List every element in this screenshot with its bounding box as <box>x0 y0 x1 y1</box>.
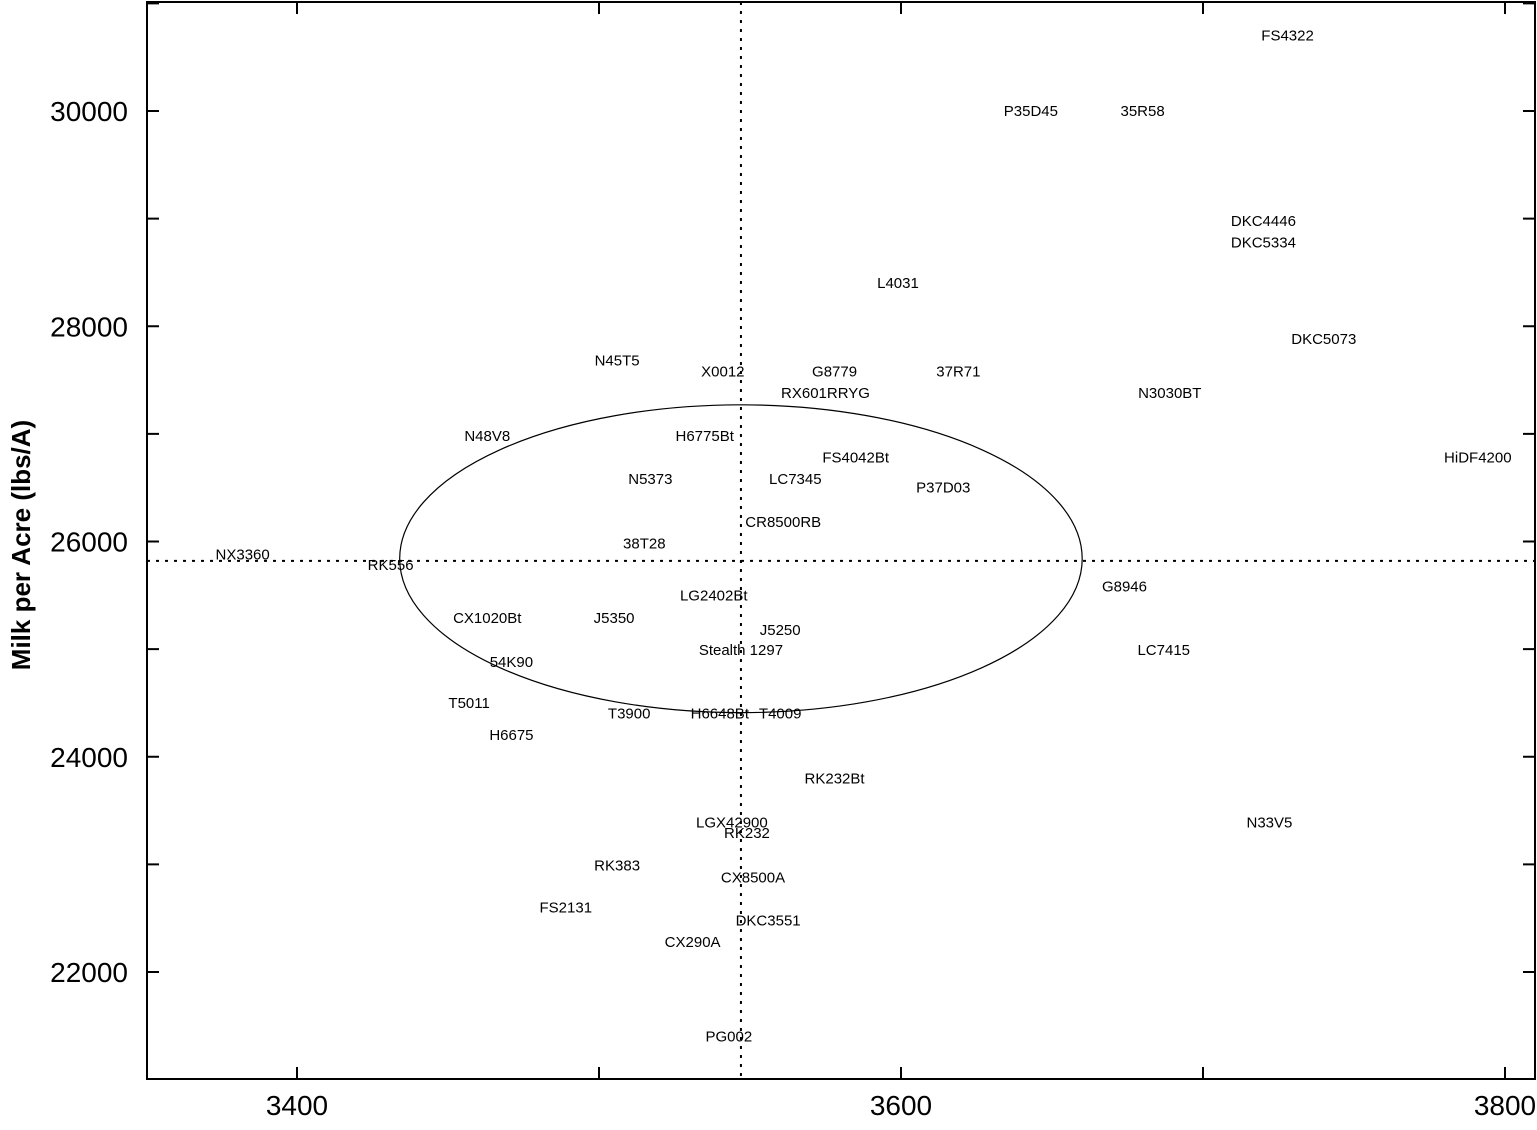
data-point-label: CX8500A <box>721 869 785 886</box>
data-point-label: RX601RRYG <box>781 385 870 402</box>
y-tick-label: 22000 <box>50 957 128 988</box>
data-point-label: J5250 <box>760 622 801 639</box>
data-point-label: 54K90 <box>490 654 533 671</box>
data-point-label: 35R58 <box>1120 103 1164 120</box>
x-tick-label: 3400 <box>266 1090 328 1121</box>
y-tick-label: 30000 <box>50 96 128 127</box>
y-axis-title: Milk per Acre (lbs/A) <box>6 420 36 670</box>
point-labels: FS4322 P35D45 35R58 DKC4446 DKC5334 L4031 DKC5… <box>216 28 1512 1046</box>
data-point-label: G8946 <box>1102 579 1147 596</box>
data-point-label: H6775Bt <box>676 428 735 445</box>
data-point-label: DKC5334 <box>1231 234 1296 251</box>
y-tick-label: 26000 <box>50 527 128 558</box>
data-point-label: G8779 <box>812 363 857 380</box>
data-point-label: LC7345 <box>769 471 822 488</box>
data-point-label: L4031 <box>877 275 919 292</box>
data-point-label: P37D03 <box>916 480 970 497</box>
x-tick-label: 3800 <box>1474 1090 1536 1121</box>
plot-area <box>146 1 1536 1080</box>
data-point-label: 38T28 <box>623 536 666 553</box>
data-point-label: J5350 <box>594 610 635 627</box>
data-point-label: P35D45 <box>1004 103 1058 120</box>
data-point-label: DKC3551 <box>736 912 801 929</box>
data-point-label: T3900 <box>608 706 651 723</box>
data-point-label: LC7415 <box>1137 642 1190 659</box>
data-point-label: RK383 <box>594 857 640 874</box>
data-point-label: RK232 <box>724 825 770 842</box>
data-point-label: 37R71 <box>936 363 980 380</box>
data-point-label: CX1020Bt <box>453 610 522 627</box>
data-point-label: H6648Bt <box>691 706 750 723</box>
data-point-label: RK556 <box>368 557 414 574</box>
data-point-label: H6675 <box>489 727 533 744</box>
data-point-label: N48V8 <box>464 428 510 445</box>
data-point-label: RK232Bt <box>805 770 866 787</box>
data-point-label: T4009 <box>759 706 802 723</box>
data-point-label: CX290A <box>665 934 721 951</box>
data-point-label: CR8500RB <box>745 514 821 531</box>
data-point-label: N3030BT <box>1138 385 1201 402</box>
data-point-label: HiDF4200 <box>1444 450 1512 467</box>
data-point-label: LGX42900 <box>696 814 768 831</box>
data-point-label: N45T5 <box>595 353 640 370</box>
plot-border <box>146 1 1536 1080</box>
data-point-label: FS2131 <box>540 899 593 916</box>
data-point-label: LG2402Bt <box>680 587 748 604</box>
data-point-label: DKC4446 <box>1231 213 1296 230</box>
data-point-label: DKC5073 <box>1291 331 1356 348</box>
data-point-label: FS4042Bt <box>822 450 890 467</box>
reference-guides <box>147 2 1535 1079</box>
data-point-label: NX3360 <box>216 546 270 563</box>
y-tick-label: 24000 <box>50 742 128 773</box>
data-point-label: X0012 <box>701 363 744 380</box>
data-point-label: PG002 <box>706 1029 753 1046</box>
y-tick-label: 28000 <box>50 311 128 342</box>
data-point-label: FS4322 <box>1261 28 1314 45</box>
data-point-label: Stealth 1297 <box>699 642 783 659</box>
confidence-ellipse <box>399 404 1083 714</box>
data-point-label: N33V5 <box>1247 814 1293 831</box>
data-point-label: N5373 <box>628 471 672 488</box>
data-point-label: T5011 <box>448 695 489 712</box>
x-tick-label: 3600 <box>870 1090 932 1121</box>
axis-ticks: 3400 3600 3800 22000 24000 26000 28000 30000 <box>50 2 1536 1121</box>
